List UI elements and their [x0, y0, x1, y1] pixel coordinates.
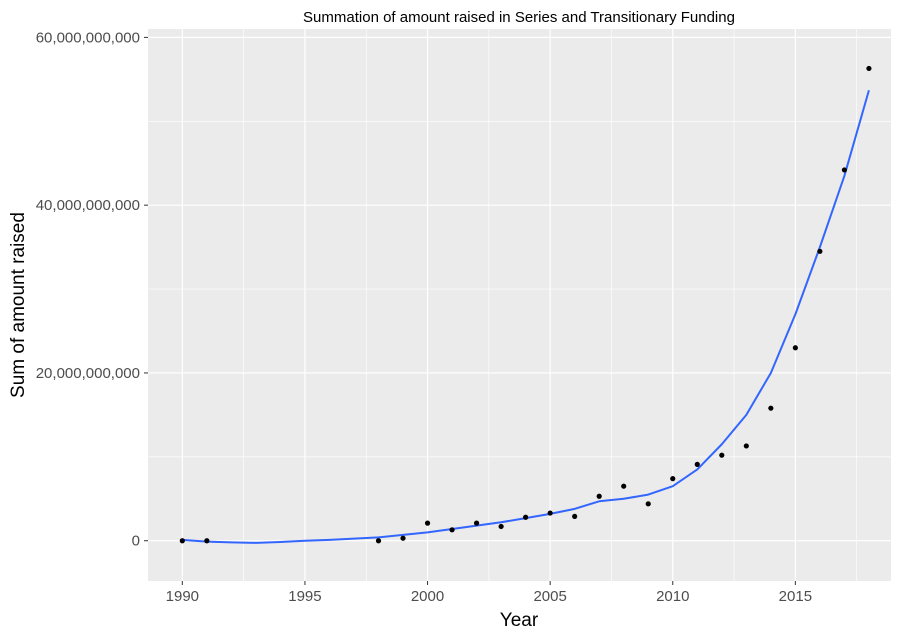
data-point — [670, 476, 676, 482]
points-layer — [179, 65, 872, 544]
data-point — [375, 538, 382, 544]
y-tick-label: 40,000,000,000 — [36, 197, 140, 214]
data-point — [498, 523, 504, 530]
plot-panel — [148, 29, 891, 581]
data-point — [400, 535, 406, 541]
x-tick-label: 2015 — [779, 588, 812, 605]
data-point — [204, 538, 210, 544]
data-point — [866, 65, 872, 72]
x-tick-label: 2000 — [411, 588, 444, 605]
x-tick-label: 1990 — [166, 588, 199, 605]
data-point — [572, 513, 578, 520]
x-axis-title: Year — [500, 610, 539, 631]
minor-gridlines — [148, 29, 891, 581]
data-point — [768, 405, 774, 411]
x-tick-labels: 1990 1995 2000 2005 2010 2015 — [166, 588, 812, 605]
data-point — [792, 345, 798, 351]
y-tick-label: 0 — [132, 533, 140, 550]
chart-title: Summation of amount raised in Series and… — [303, 9, 735, 26]
data-point — [449, 527, 455, 533]
data-point — [547, 510, 553, 516]
data-point — [424, 520, 431, 526]
x-tick-label: 2005 — [533, 588, 566, 605]
data-point — [179, 538, 185, 544]
data-point — [817, 248, 823, 254]
axis-ticks — [144, 36, 796, 585]
data-point — [841, 167, 848, 173]
data-point — [719, 452, 725, 458]
y-tick-labels: 0 20,000,000,000 40,000,000,000 60,000,000,… — [36, 29, 140, 549]
x-tick-label: 2010 — [656, 588, 689, 605]
data-point — [645, 501, 651, 507]
y-tick-label: 20,000,000,000 — [36, 365, 140, 382]
data-point — [694, 461, 700, 467]
data-point — [523, 514, 529, 520]
data-point — [596, 493, 602, 499]
data-point — [621, 483, 627, 489]
data-point — [743, 443, 749, 449]
y-axis-title: Sum of amount raised — [8, 212, 29, 398]
x-tick-label: 1995 — [288, 588, 321, 605]
y-tick-label: 60,000,000,000 — [36, 29, 140, 46]
major-gridlines — [148, 29, 891, 581]
data-point — [473, 520, 480, 526]
